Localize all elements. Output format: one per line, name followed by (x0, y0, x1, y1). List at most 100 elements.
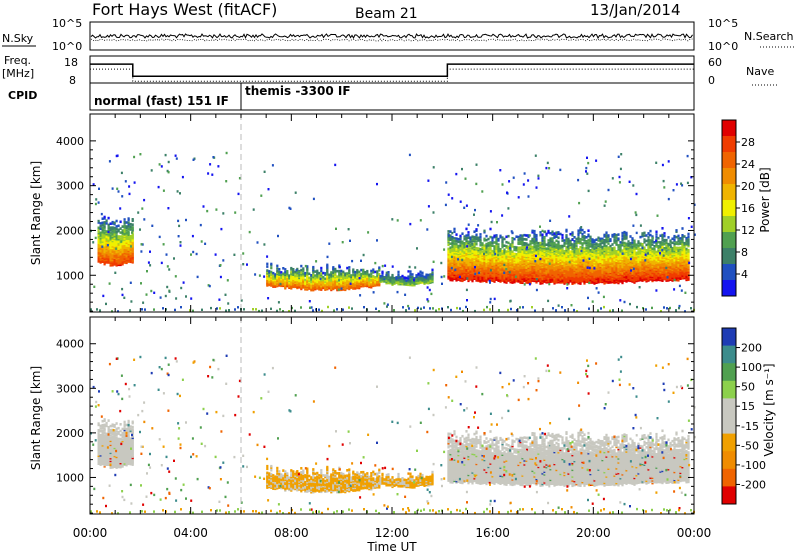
power-cell (304, 281, 307, 284)
power-cell (505, 259, 508, 263)
power-cell (342, 272, 345, 275)
power-cell (103, 233, 106, 236)
power-cell (491, 257, 494, 261)
power-cell (356, 269, 359, 272)
power-cell (376, 281, 379, 284)
power-cell (312, 271, 315, 274)
power-cell (385, 273, 388, 277)
power-cell (545, 248, 548, 252)
power-cell (451, 272, 454, 275)
power-cell (513, 248, 516, 252)
power-cell (519, 257, 522, 260)
power-cell (661, 227, 664, 230)
power-cell (320, 272, 323, 275)
power-cell (575, 244, 578, 247)
power-cell (541, 273, 544, 277)
power-cell (523, 275, 526, 279)
power-cell (573, 275, 576, 278)
power-cell (519, 241, 522, 244)
power-cell (101, 224, 104, 227)
power-cell (651, 239, 654, 242)
power-cell (320, 266, 323, 270)
power-cell (485, 234, 488, 238)
power-cell (475, 237, 478, 241)
power-cell (507, 263, 510, 266)
nsky-tick-left-bottom: 10^0 (52, 40, 82, 53)
power-cell (350, 278, 353, 281)
power-cell (310, 286, 313, 289)
power-cell (280, 271, 283, 274)
power-cell (463, 254, 466, 257)
power-cell (461, 248, 464, 252)
power-cell (344, 272, 347, 275)
power-cell (555, 251, 558, 255)
nsearch-label: N.Search (744, 30, 794, 43)
power-cell (575, 255, 578, 258)
power-cell (573, 253, 576, 257)
power-cell (447, 275, 450, 279)
power-cell (463, 235, 466, 238)
power-cell (535, 271, 538, 275)
power-cell (577, 272, 580, 275)
power-cell (350, 279, 353, 283)
power-cell (364, 280, 367, 284)
power-cell (499, 265, 502, 269)
power-cell (471, 269, 474, 272)
power-cell (308, 279, 311, 282)
power-cell (509, 243, 512, 246)
power-cell (123, 239, 126, 243)
power-cell (533, 267, 536, 271)
power-cell (607, 238, 610, 241)
power-cell (463, 268, 466, 272)
power-cell (378, 277, 381, 280)
power-cell (310, 280, 313, 284)
power-cell (539, 233, 542, 237)
power-cell (529, 242, 532, 246)
power-cell (629, 241, 632, 245)
power-cell (553, 236, 556, 239)
power-cell (274, 274, 277, 278)
power-cell (479, 241, 482, 244)
power-cell (653, 245, 656, 248)
power-cell (479, 258, 482, 262)
power-cell (515, 263, 518, 267)
power-cell (115, 227, 118, 231)
power-cell (511, 274, 514, 278)
power-cell (503, 279, 506, 282)
power-cell (121, 236, 124, 239)
power-cell (125, 248, 128, 251)
power-cell (665, 249, 668, 253)
power-cell (565, 228, 568, 232)
power-cell (493, 276, 496, 279)
power-cell (431, 271, 434, 274)
power-cell (569, 265, 572, 268)
power-cell (543, 257, 546, 261)
power-cell (477, 259, 480, 262)
power-cell (555, 259, 558, 263)
power-cell (503, 268, 506, 272)
power-cell (549, 265, 552, 269)
power-cell (125, 256, 128, 259)
power-cell (342, 270, 345, 274)
power-cell (557, 278, 560, 281)
power-cell (475, 279, 478, 282)
power-cell (113, 237, 116, 241)
power-cell (469, 249, 472, 253)
power-cell (449, 266, 452, 270)
power-cell (284, 281, 287, 285)
power-cell (479, 260, 482, 263)
power-cell (451, 250, 454, 254)
power-cell (643, 231, 646, 235)
power-cell (362, 272, 365, 276)
power-cell (551, 272, 554, 275)
power-cell (643, 238, 646, 241)
power-cell (364, 272, 367, 275)
power-cell (521, 249, 524, 252)
power-cell (475, 233, 478, 237)
power-cell (505, 277, 508, 280)
power-cell (131, 218, 134, 221)
power-cell (372, 284, 375, 288)
power-cell (497, 259, 500, 262)
power-cell (381, 270, 384, 274)
power-cell (575, 237, 578, 241)
